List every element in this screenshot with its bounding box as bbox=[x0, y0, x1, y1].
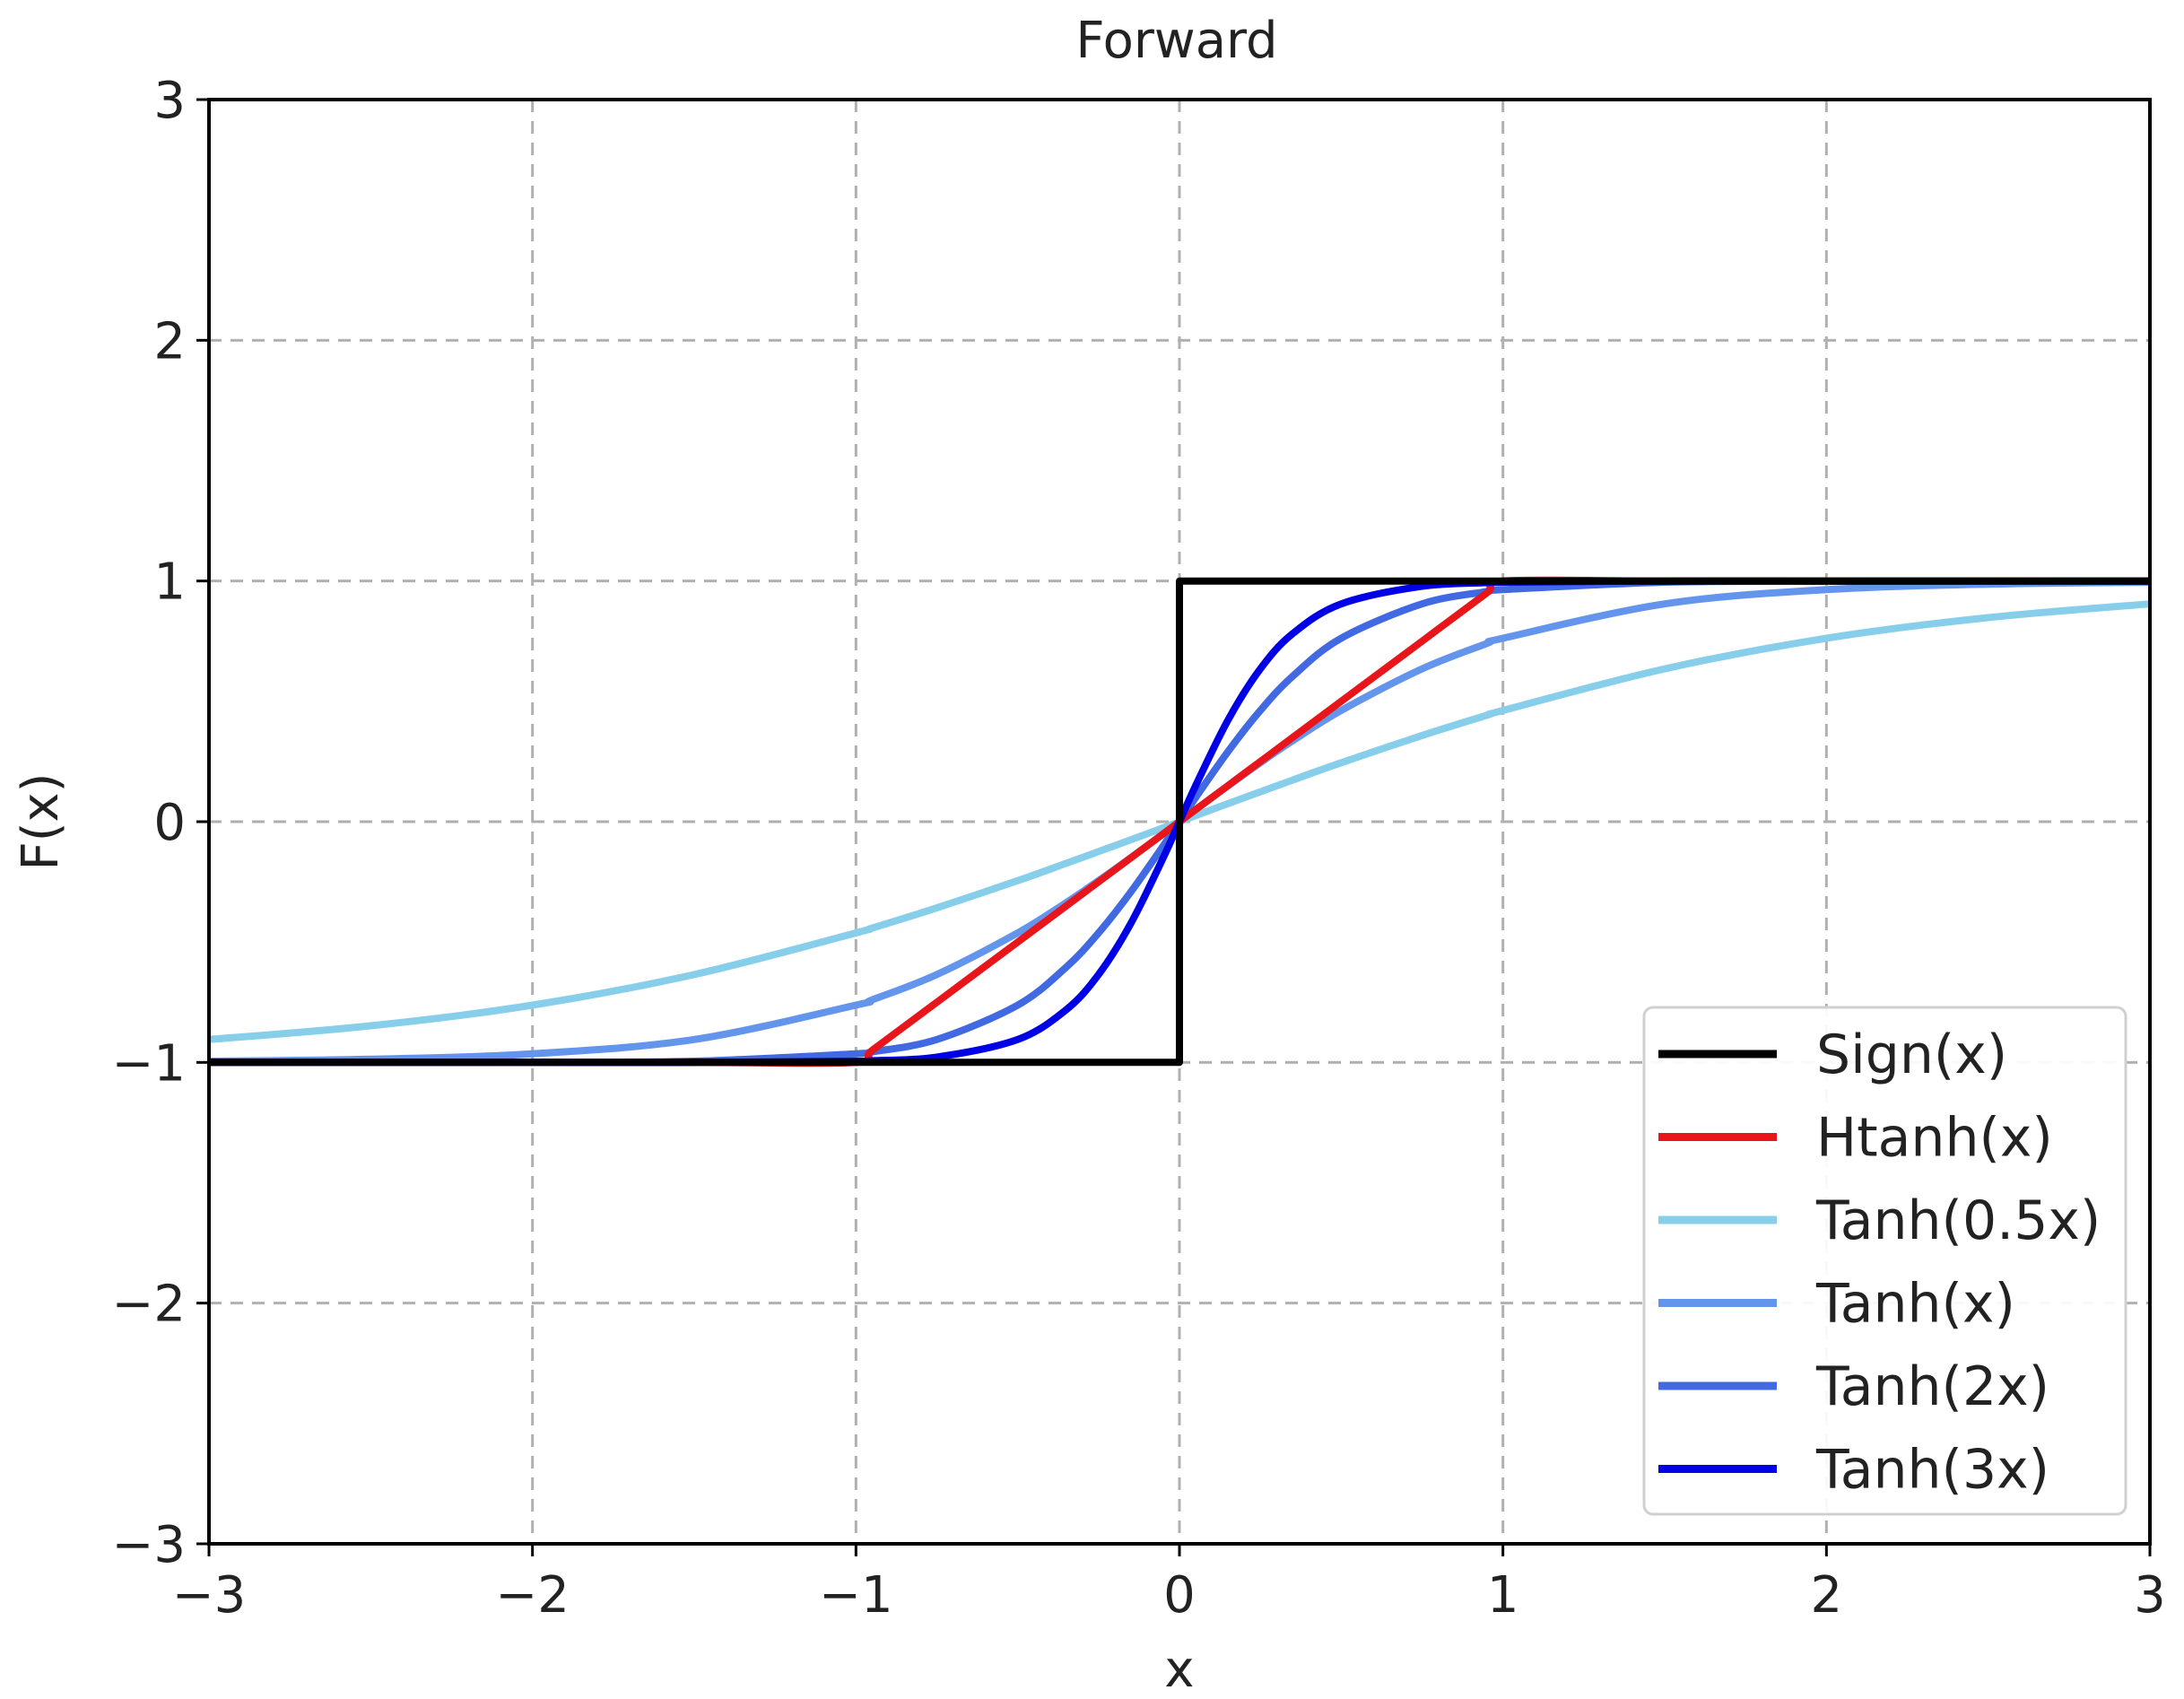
x-tick-label: 3 bbox=[2134, 1566, 2166, 1625]
x-tick-label: −2 bbox=[495, 1566, 570, 1625]
y-tick-label: 0 bbox=[153, 794, 186, 852]
y-tick-label: −1 bbox=[111, 1034, 186, 1093]
x-tick-label: −3 bbox=[172, 1566, 247, 1625]
x-tick-label: 1 bbox=[1487, 1566, 1519, 1625]
legend-label: Tanh(0.5x) bbox=[1815, 1189, 2101, 1252]
series-line-0 bbox=[209, 577, 2150, 1067]
y-tick-label: −2 bbox=[111, 1276, 186, 1334]
x-tick-label: −1 bbox=[819, 1566, 893, 1625]
y-tick-label: 2 bbox=[153, 312, 186, 370]
legend: Sign(x) Htanh(x) Tanh(0.5x) Tanh(x) Tanh(2x)… bbox=[1642, 1006, 2127, 1516]
legend-label: Tanh(3x) bbox=[1815, 1439, 2049, 1502]
x-axis-label: x bbox=[1164, 1641, 1194, 1699]
axis-ticks: −3 −2 −1 0 1 2 3 −3 −2 −1 0 1 2 3 bbox=[111, 72, 2165, 1625]
y-tick-label: −3 bbox=[111, 1516, 186, 1574]
chart-title: Forward bbox=[1075, 12, 1277, 70]
legend-label: Htanh(x) bbox=[1816, 1107, 2053, 1170]
x-tick-label: 0 bbox=[1163, 1566, 1196, 1625]
legend-label: Tanh(x) bbox=[1815, 1273, 2015, 1336]
y-tick-label: 1 bbox=[153, 553, 186, 612]
x-tick-label: 2 bbox=[1811, 1566, 1843, 1625]
y-axis-label: F(x) bbox=[12, 772, 70, 870]
plot-lines bbox=[208, 576, 2151, 1067]
legend-label: Sign(x) bbox=[1816, 1024, 2007, 1086]
y-tick-label: 3 bbox=[153, 72, 186, 130]
legend-label: Tanh(2x) bbox=[1815, 1355, 2049, 1418]
